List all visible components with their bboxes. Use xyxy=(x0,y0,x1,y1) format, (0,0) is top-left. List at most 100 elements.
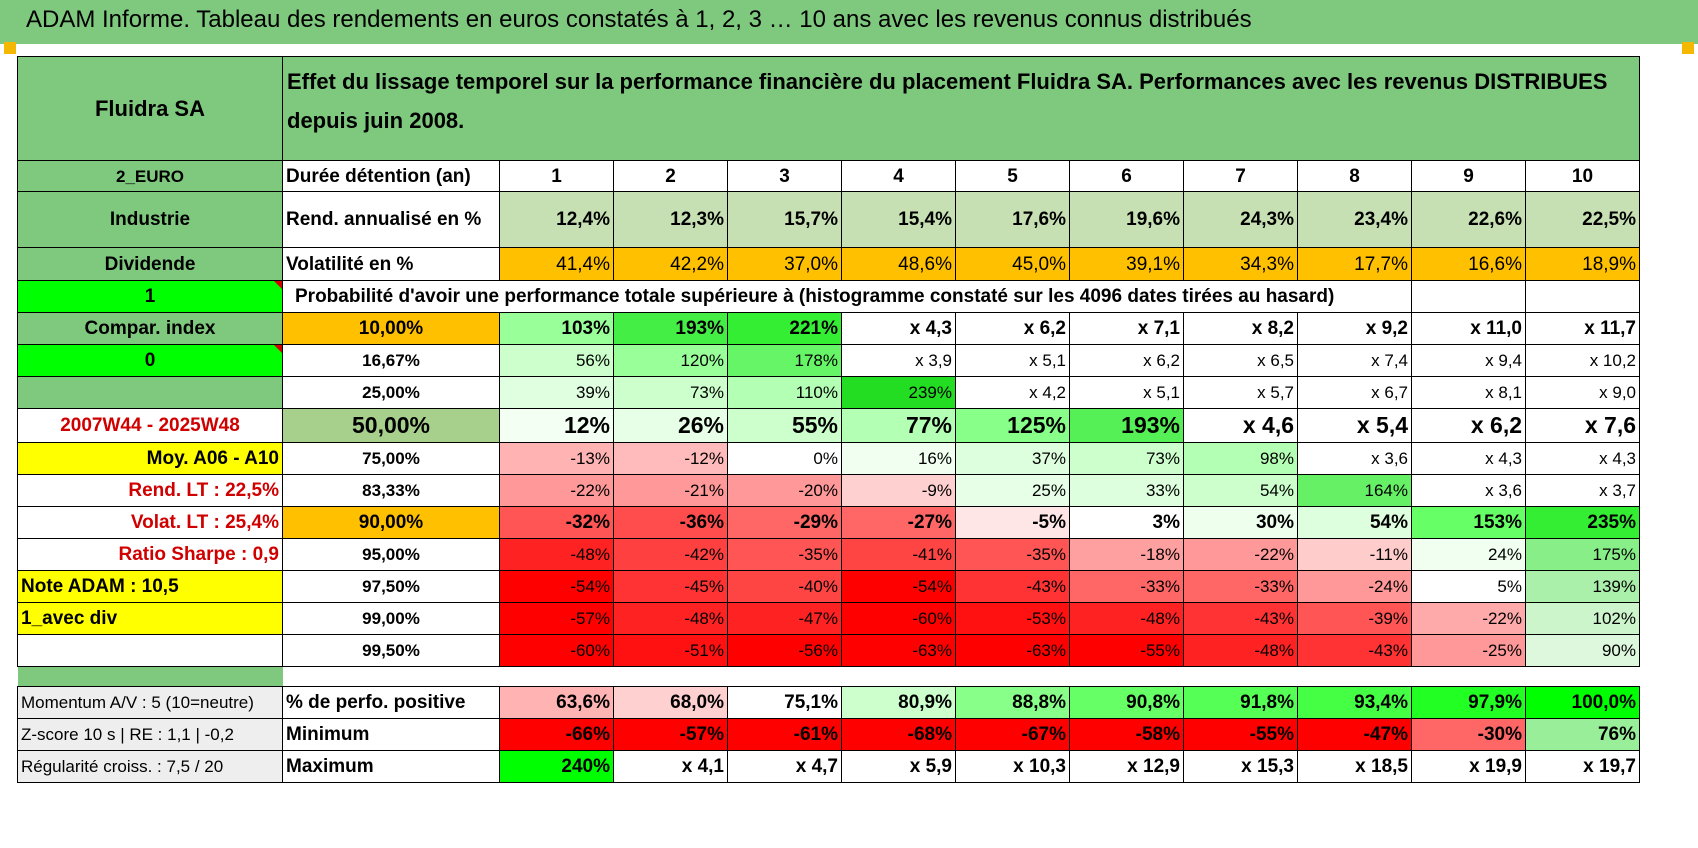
probability-cell: 90% xyxy=(1525,634,1640,667)
blank-side-cell xyxy=(17,634,283,667)
probability-cell: -22% xyxy=(1183,538,1298,571)
positive-row: Momentum A/V : 5 (10=neutre)% de perfo. … xyxy=(17,686,1640,719)
spacer-blank xyxy=(283,667,1640,687)
probability-cell: 193% xyxy=(613,312,728,345)
page-title: ADAM Informe. Tableau des rendements en … xyxy=(26,6,1252,33)
annual-return-row: Industrie Rend. annualisé en % 12,4% 12,3% 1… xyxy=(17,191,1640,248)
probability-cell: 175% xyxy=(1525,538,1640,571)
sharpe-label: Ratio Sharpe : 0,9 xyxy=(17,538,283,571)
probability-cell: -36% xyxy=(613,506,728,539)
maximum-cell: x 19,9 xyxy=(1411,750,1526,783)
description-text: Effet du lissage temporel sur la perform… xyxy=(282,56,1640,161)
probability-cell: -48% xyxy=(499,538,614,571)
probability-threshold: 75,00% xyxy=(282,442,500,475)
probability-row: 25,00% 39% 73% 110% 239% x 4,2 x 5,1 x 5,7 x 6,7… xyxy=(17,376,1640,409)
title-bar: ADAM Informe. Tableau des rendements en … xyxy=(0,0,1698,44)
positive-cell: 68,0% xyxy=(613,686,728,719)
probability-cell: 26% xyxy=(613,408,728,443)
probability-cell: 164% xyxy=(1297,474,1412,507)
flag-zero: 0 xyxy=(17,344,283,377)
annual-return-cell: 12,3% xyxy=(613,191,728,248)
probability-cell: x 8,2 xyxy=(1183,312,1298,345)
volatility-cell: 18,9% xyxy=(1525,247,1640,281)
positive-label: % de perfo. positive xyxy=(282,686,500,719)
probability-cell: x 5,7 xyxy=(1183,376,1298,409)
probability-row: Moy. A06 - A10 75,00% -13% -12% 0% 16% 37% 73% 9… xyxy=(17,442,1640,475)
probability-cell: 73% xyxy=(613,376,728,409)
corner-marker-left xyxy=(4,42,16,54)
probability-cell: -48% xyxy=(613,602,728,635)
probability-row: Ratio Sharpe : 0,9 95,00% -48% -42% -35% -41%… xyxy=(17,538,1640,571)
moy-label: Moy. A06 - A10 xyxy=(17,442,283,475)
probability-cell: 98% xyxy=(1183,442,1298,475)
spacer-green xyxy=(17,666,283,687)
probability-cell: -22% xyxy=(1411,602,1526,635)
annual-return-cell: 15,4% xyxy=(841,191,956,248)
probability-cell: x 5,1 xyxy=(1069,376,1184,409)
regularite-label: Régularité croiss. : 7,5 / 20 xyxy=(17,750,283,783)
probability-cell: x 11,7 xyxy=(1525,312,1640,345)
annual-return-cell: 22,6% xyxy=(1411,191,1526,248)
probability-cell: -57% xyxy=(499,602,614,635)
probability-row: 2007W44 - 2025W48 50,00% 12% 26% 55% 77% 125% 1… xyxy=(17,408,1640,443)
volatility-cell: 41,4% xyxy=(499,247,614,281)
probability-cell: -43% xyxy=(955,570,1070,603)
probability-cell: -12% xyxy=(613,442,728,475)
probability-cell: -25% xyxy=(1411,634,1526,667)
probability-row: Rend. LT : 22,5% 83,33% -22% -21% -20% -9% 25%… xyxy=(17,474,1640,507)
probability-cell: x 4,2 xyxy=(955,376,1070,409)
probability-cell: x 6,5 xyxy=(1183,344,1298,377)
probability-threshold: 95,00% xyxy=(282,538,500,571)
duration-cell: 5 xyxy=(955,160,1070,192)
probability-cell: x 10,2 xyxy=(1525,344,1640,377)
probability-cell: -27% xyxy=(841,506,956,539)
probability-threshold: 83,33% xyxy=(282,474,500,507)
probability-cell: x 7,6 xyxy=(1525,408,1640,443)
probability-threshold: 16,67% xyxy=(282,344,500,377)
annual-return-cell: 15,7% xyxy=(727,191,842,248)
probability-cell: 73% xyxy=(1069,442,1184,475)
probability-cell: -54% xyxy=(841,570,956,603)
maximum-cell: x 12,9 xyxy=(1069,750,1184,783)
annual-return-cell: 19,6% xyxy=(1069,191,1184,248)
currency-label: 2_EURO xyxy=(17,160,283,192)
minimum-cell: -55% xyxy=(1183,718,1298,751)
description-row: Fluidra SA Effet du lissage temporel sur … xyxy=(17,56,1640,161)
note-label: Note ADAM : 10,5 xyxy=(17,570,283,603)
probability-cell: -48% xyxy=(1069,602,1184,635)
duration-row: 2_EURO Durée détention (an) 1 2 3 4 5 6 7 8 9 10 xyxy=(17,160,1640,192)
volatility-label: Volatilité en % xyxy=(282,247,500,281)
probability-cell: -39% xyxy=(1297,602,1412,635)
volatility-cell: 39,1% xyxy=(1069,247,1184,281)
probability-cell: -48% xyxy=(1183,634,1298,667)
probability-cell: -60% xyxy=(841,602,956,635)
duration-cell: 8 xyxy=(1297,160,1412,192)
duration-cell: 1 xyxy=(499,160,614,192)
compar-index-label: Compar. index xyxy=(17,312,283,345)
probability-cell: -33% xyxy=(1069,570,1184,603)
probability-cell: x 3,7 xyxy=(1525,474,1640,507)
volat-lt-label: Volat. LT : 25,4% xyxy=(17,506,283,539)
corner-marker-right xyxy=(1682,42,1694,54)
probability-cell: x 3,9 xyxy=(841,344,956,377)
probability-cell: 16% xyxy=(841,442,956,475)
annual-return-cell: 23,4% xyxy=(1297,191,1412,248)
probability-cell: x 8,1 xyxy=(1411,376,1526,409)
sector-label: Industrie xyxy=(17,191,283,248)
probability-cell: -41% xyxy=(841,538,956,571)
probability-cell: 239% xyxy=(841,376,956,409)
minimum-cell: -30% xyxy=(1411,718,1526,751)
probability-row: 0 16,67% 56% 120% 178% x 3,9 x 5,1 x 6,2 x 6,5 x … xyxy=(17,344,1640,377)
volatility-cell: 37,0% xyxy=(727,247,842,281)
probability-cell: 25% xyxy=(955,474,1070,507)
maximum-cell: x 4,1 xyxy=(613,750,728,783)
probability-row: Compar. index 10,00% 103% 193% 221% x 4,3 x 6,… xyxy=(17,312,1640,345)
probability-cell: 30% xyxy=(1183,506,1298,539)
probability-threshold: 50,00% xyxy=(282,408,500,443)
probability-cell: -56% xyxy=(727,634,842,667)
probability-cell: 103% xyxy=(499,312,614,345)
probability-cell: -35% xyxy=(727,538,842,571)
probability-cell: x 6,2 xyxy=(955,312,1070,345)
probability-cell: -45% xyxy=(613,570,728,603)
maximum-cell: x 18,5 xyxy=(1297,750,1412,783)
